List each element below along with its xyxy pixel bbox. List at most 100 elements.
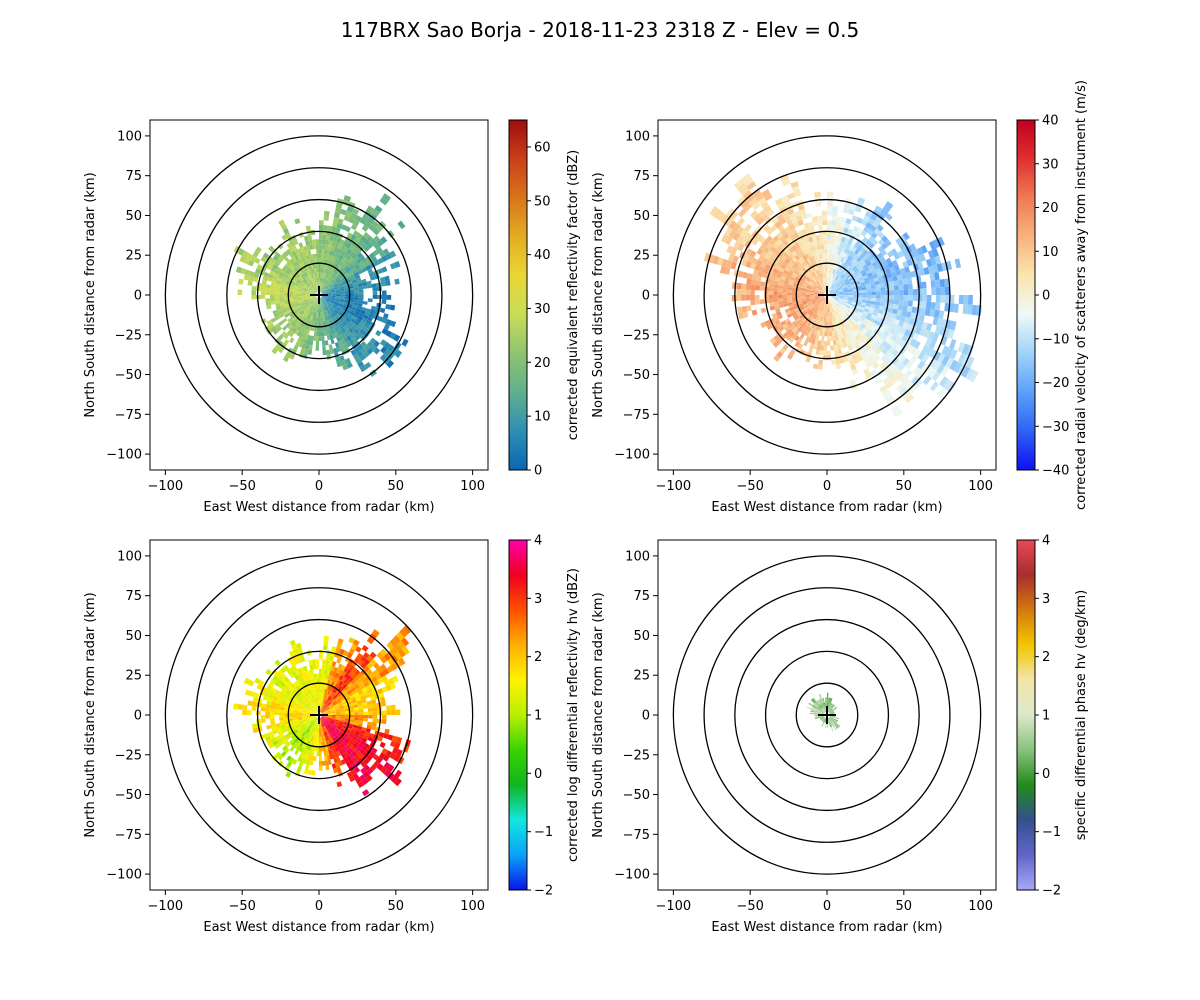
- echo-cell: [816, 239, 821, 246]
- echo-cell: [322, 301, 326, 307]
- echo-cell: [301, 322, 306, 328]
- echo-cell: [824, 282, 826, 288]
- echo-cell: [831, 704, 835, 709]
- echo-cell: [346, 698, 352, 703]
- echo-cell: [319, 234, 323, 240]
- echo-cell: [297, 709, 303, 712]
- echo-cell: [337, 266, 343, 272]
- echo-cell: [334, 695, 339, 701]
- echo-cell: [814, 282, 819, 287]
- echo-cell: [842, 332, 847, 338]
- echo-cell: [334, 706, 340, 710]
- echo-cell: [829, 722, 831, 728]
- echo-cell: [317, 742, 319, 747]
- echo-cell: [823, 239, 827, 245]
- echo-cell: [328, 240, 333, 246]
- echo-cell: [817, 340, 822, 346]
- echo-cell: [339, 730, 345, 735]
- echo-cell: [333, 694, 338, 700]
- echo-cell: [846, 303, 852, 307]
- echo-cell: [834, 717, 839, 720]
- echo-cell: [300, 723, 305, 728]
- echo-cell: [330, 299, 335, 303]
- echo-cell: [924, 338, 932, 348]
- echo-cell: [827, 302, 829, 308]
- echo-cell: [856, 327, 862, 334]
- echo-cell: [381, 290, 387, 295]
- echo-cell: [924, 308, 931, 317]
- y-tick-label: 75: [125, 169, 142, 184]
- echo-cell: [891, 349, 899, 357]
- echo-cell: [320, 297, 324, 302]
- echo-cell: [339, 317, 344, 323]
- echo-cell: [820, 709, 825, 714]
- echo-cell: [816, 298, 821, 302]
- echo-cell: [827, 225, 832, 230]
- echo-cell: [352, 315, 358, 321]
- echo-cell: [773, 284, 779, 289]
- echo-cell: [320, 702, 323, 708]
- echo-cell: [867, 272, 873, 278]
- echo-cell: [325, 287, 330, 291]
- echo-cell: [819, 234, 824, 240]
- echo-cell: [309, 706, 314, 711]
- echo-cell: [844, 314, 849, 319]
- echo-cell: [328, 329, 332, 335]
- echo-cell: [312, 721, 316, 727]
- echo-cell: [360, 341, 367, 348]
- echo-cell: [338, 335, 344, 341]
- echo-cell: [773, 295, 778, 299]
- echo-cell: [870, 281, 876, 286]
- colorbar-tick-label: −40: [1042, 464, 1069, 479]
- echo-cell: [929, 240, 937, 250]
- echo-cell: [305, 225, 311, 231]
- range-ring-20km: [795, 262, 859, 328]
- echo-cell: [307, 701, 311, 706]
- echo-cell: [336, 727, 341, 732]
- echo-field: [233, 625, 412, 797]
- echo-cell: [912, 249, 920, 258]
- echo-cell: [383, 769, 391, 777]
- echo-cell: [833, 287, 838, 291]
- echo-cell: [776, 322, 783, 329]
- echo-cell: [837, 250, 842, 256]
- echo-cell: [932, 248, 939, 258]
- echo-cell: [328, 284, 334, 288]
- echo-cell: [330, 245, 335, 252]
- echo-cell: [394, 778, 402, 787]
- echo-cell: [887, 307, 894, 314]
- echo-cell: [301, 281, 306, 286]
- echo-cell: [736, 217, 745, 227]
- echo-cell: [782, 323, 788, 329]
- echo-cell: [336, 726, 342, 730]
- echo-cell: [319, 302, 321, 308]
- echo-cell: [293, 275, 299, 280]
- echo-cell: [320, 717, 323, 723]
- echo-cell: [853, 242, 860, 249]
- echo-cell: [297, 712, 303, 714]
- echo-cell: [308, 719, 313, 723]
- echo-cell: [379, 339, 387, 347]
- echo-cell: [358, 681, 364, 687]
- echo-cell: [351, 751, 357, 757]
- echo-cell: [311, 284, 315, 289]
- echo-cell: [347, 742, 353, 748]
- echo-cell: [812, 705, 817, 709]
- echo-cell: [379, 670, 386, 678]
- echo-cell: [830, 703, 834, 709]
- echo-cell: [828, 288, 833, 293]
- echo-cell: [794, 278, 800, 283]
- echo-cell: [334, 252, 339, 258]
- echo-cell: [323, 273, 326, 279]
- echo-cell: [904, 316, 911, 324]
- echo-cell: [322, 704, 326, 709]
- echo-cell: [827, 277, 830, 283]
- echo-cell: [806, 242, 812, 248]
- echo-cell: [387, 734, 394, 741]
- echo-cell: [821, 283, 825, 288]
- echo-cell: [328, 749, 332, 755]
- echo-cell: [817, 286, 822, 291]
- echo-cell: [323, 316, 326, 322]
- echo-cell: [742, 271, 749, 279]
- echo-cell: [299, 285, 304, 289]
